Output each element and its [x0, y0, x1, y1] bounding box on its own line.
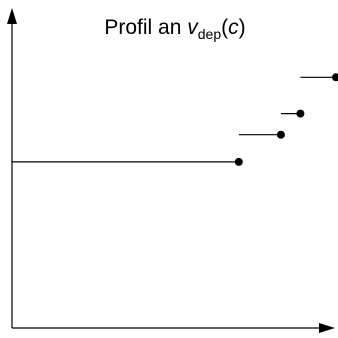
chart-title-variable: v — [187, 16, 199, 39]
chart-title-paren-close: ) — [239, 16, 246, 39]
chart-title-paren-open: ( — [221, 16, 228, 39]
marks-group — [12, 73, 338, 166]
chart-title-subscript: dep — [198, 26, 222, 42]
step-endpoint-2 — [276, 130, 285, 139]
chart-title-prefix: Profil an — [104, 16, 187, 39]
y-axis-arrowhead — [7, 8, 17, 24]
step-endpoint-3 — [296, 109, 305, 118]
chart-title-argument: c — [228, 16, 239, 39]
step-endpoint-1 — [234, 157, 243, 166]
step-endpoint-4 — [332, 73, 338, 82]
x-axis-arrowhead — [319, 323, 335, 333]
axes-group — [7, 8, 335, 333]
chart-title: Profil an vdep(c) — [104, 16, 245, 42]
